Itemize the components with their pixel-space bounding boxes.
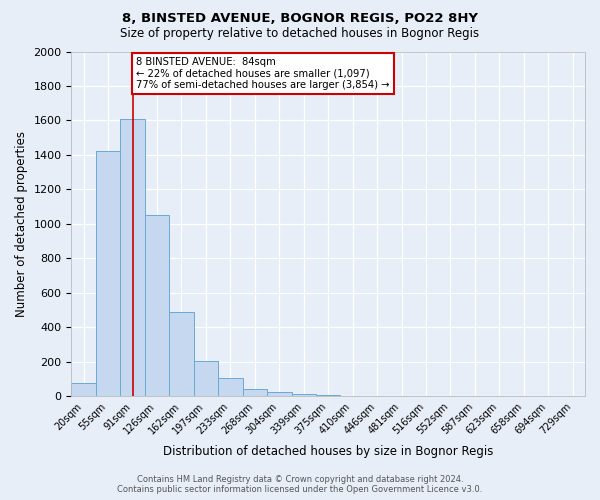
Bar (145, 216, 169, 396)
Text: Size of property relative to detached houses in Bognor Regis: Size of property relative to detached ho… (121, 28, 479, 40)
Bar (292, 394, 316, 396)
Bar (121, 118, 145, 396)
Bar (71, 382, 96, 396)
X-axis label: Distribution of detached houses by size in Bognor Regis: Distribution of detached houses by size … (163, 444, 493, 458)
Text: 8 BINSTED AVENUE:  84sqm
← 22% of detached houses are smaller (1,097)
77% of sem: 8 BINSTED AVENUE: 84sqm ← 22% of detache… (136, 56, 390, 90)
Bar (218, 378, 242, 396)
Y-axis label: Number of detached properties: Number of detached properties (15, 131, 28, 317)
Text: 8, BINSTED AVENUE, BOGNOR REGIS, PO22 8HY: 8, BINSTED AVENUE, BOGNOR REGIS, PO22 8H… (122, 12, 478, 26)
Bar (169, 312, 194, 396)
Bar (242, 388, 267, 396)
Bar (194, 361, 218, 396)
Bar (267, 392, 292, 396)
Text: Contains HM Land Registry data © Crown copyright and database right 2024.
Contai: Contains HM Land Registry data © Crown c… (118, 474, 482, 494)
Bar (316, 394, 340, 396)
Bar (96, 152, 121, 396)
